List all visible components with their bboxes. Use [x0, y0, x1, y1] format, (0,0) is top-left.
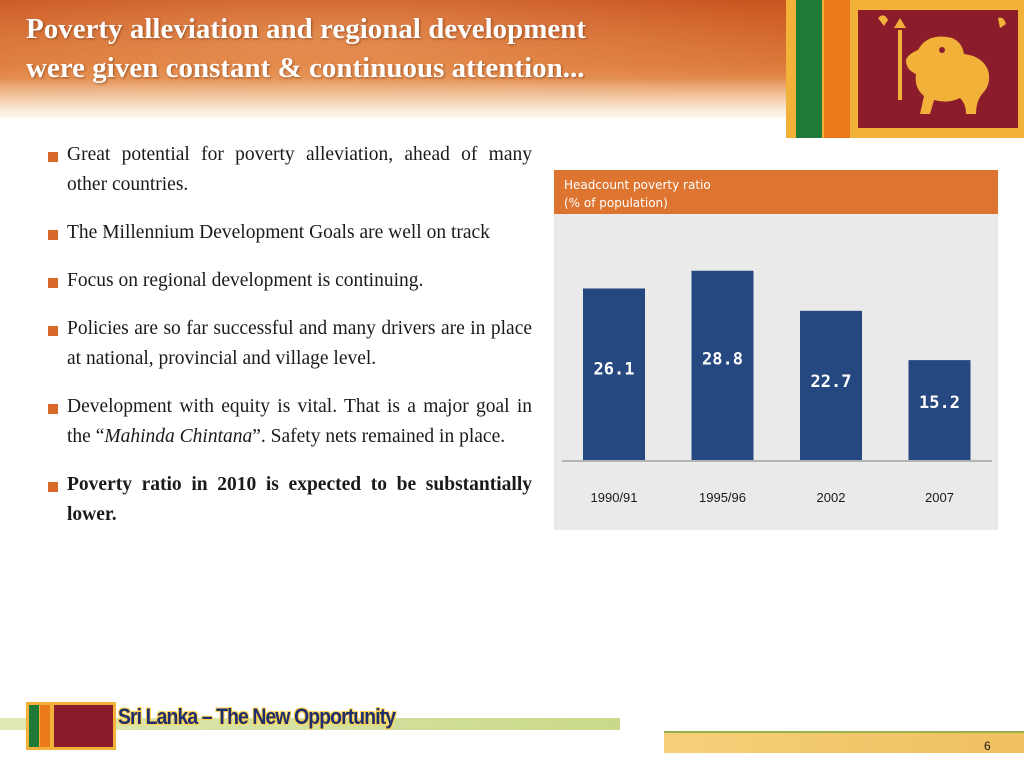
footer-bar-right — [664, 733, 1024, 753]
footer-flag-maroon — [54, 705, 113, 747]
bar-value-label: 26.1 — [594, 359, 635, 379]
bullet-square-icon — [48, 278, 58, 288]
footer-bar — [0, 718, 620, 730]
bullet-square-icon — [48, 482, 58, 492]
footer-flag-orange — [40, 705, 50, 747]
bullet-text-pre: Development with equity is vital. That i… — [67, 396, 532, 447]
bullet-square-icon — [48, 230, 58, 240]
bullet-text: Great potential for poverty alleviation,… — [67, 144, 532, 195]
bullet-item: Development with equity is vital. That i… — [48, 392, 532, 452]
bullet-square-icon — [48, 152, 58, 162]
bullet-text: Poverty ratio in 2010 is expected to be … — [67, 474, 532, 525]
bullet-item: The Millennium Development Goals are wel… — [48, 218, 532, 248]
page-title: Poverty alleviation and regional develop… — [26, 10, 786, 88]
page-number: 6 — [984, 739, 991, 753]
flag-maroon-field — [858, 10, 1018, 128]
sri-lanka-flag — [786, 0, 1024, 138]
x-tick-label: 2007 — [925, 490, 954, 505]
bullet-text-emphasis: Mahinda Chintana — [104, 426, 253, 447]
footer-flag-icon — [26, 702, 116, 750]
chart-bar — [583, 288, 645, 460]
chart-subtitle: (% of population) — [564, 196, 668, 210]
footer-tagline: Sri Lanka – The New Opportunity — [118, 704, 396, 729]
bullet-list: Great potential for poverty alleviation,… — [48, 140, 532, 548]
bullet-item: Policies are so far successful and many … — [48, 314, 532, 374]
title-line-1: Poverty alleviation and regional develop… — [26, 13, 587, 45]
x-tick-label: 2002 — [817, 490, 846, 505]
bullet-square-icon — [48, 326, 58, 336]
chart-bar — [800, 310, 862, 460]
bullet-item-highlight: Poverty ratio in 2010 is expected to be … — [48, 470, 532, 530]
bullet-text: The Millennium Development Goals are wel… — [67, 222, 490, 243]
bullet-item: Focus on regional development is continu… — [48, 266, 532, 296]
flag-green-stripe — [796, 0, 822, 138]
bullet-text: Policies are so far successful and many … — [67, 318, 532, 369]
poverty-bar-chart: 26.1 1990/91 28.8 1995/96 22.7 2002 15.2 2007 — [562, 270, 992, 505]
chart-bar — [908, 360, 971, 460]
flag-orange-stripe — [824, 0, 850, 138]
x-tick-label: 1995/96 — [699, 490, 746, 505]
bullet-square-icon — [48, 404, 58, 414]
chart-title: Headcount poverty ratio — [564, 178, 711, 192]
x-tick-label: 1990/91 — [591, 490, 638, 505]
lion-emblem-icon — [878, 15, 1006, 114]
bar-value-label: 15.2 — [919, 393, 960, 413]
bullet-text: Focus on regional development is continu… — [67, 270, 424, 291]
bullet-text-post: ”. Safety nets remained in place. — [252, 426, 506, 447]
chart-title-bar: Headcount poverty ratio (% of population… — [554, 170, 998, 214]
title-line-2: were given constant & continuous attenti… — [26, 52, 585, 84]
bar-value-label: 22.7 — [811, 372, 852, 392]
bar-value-label: 28.8 — [702, 350, 743, 370]
bullet-item: Great potential for poverty alleviation,… — [48, 140, 532, 200]
footer-bar-accent — [664, 731, 1024, 734]
chart-bar — [691, 270, 754, 460]
footer-flag-green — [29, 705, 39, 747]
